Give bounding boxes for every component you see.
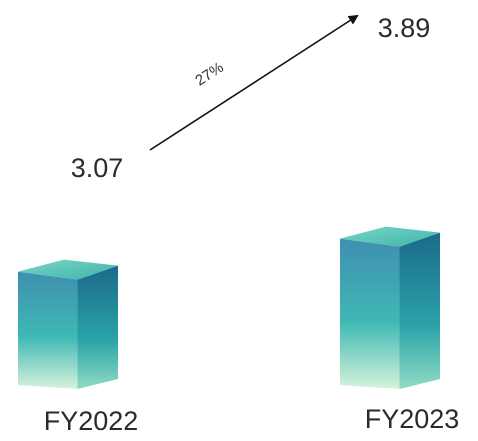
- bar-fy2023-side-face: [399, 232, 440, 389]
- growth-arrow: [149, 14, 359, 151]
- bar-fy2022-front-face: [18, 271, 78, 389]
- value-label-fy2022: 3.07: [71, 153, 124, 183]
- category-label-fy2023: FY2023: [365, 404, 460, 434]
- bar-fy2023: [340, 226, 440, 389]
- bar-fy2023-front-face: [340, 238, 400, 389]
- bar-fy2022-side-face: [77, 265, 118, 389]
- category-label-fy2022: FY2022: [44, 406, 139, 436]
- bar-fy2022: [18, 259, 118, 389]
- bar-fy2022-top-face: [18, 259, 118, 280]
- bar-fy2023-top-face: [340, 226, 440, 247]
- growth-percent-label: 27%: [192, 59, 226, 90]
- value-label-fy2023: 3.89: [378, 13, 431, 43]
